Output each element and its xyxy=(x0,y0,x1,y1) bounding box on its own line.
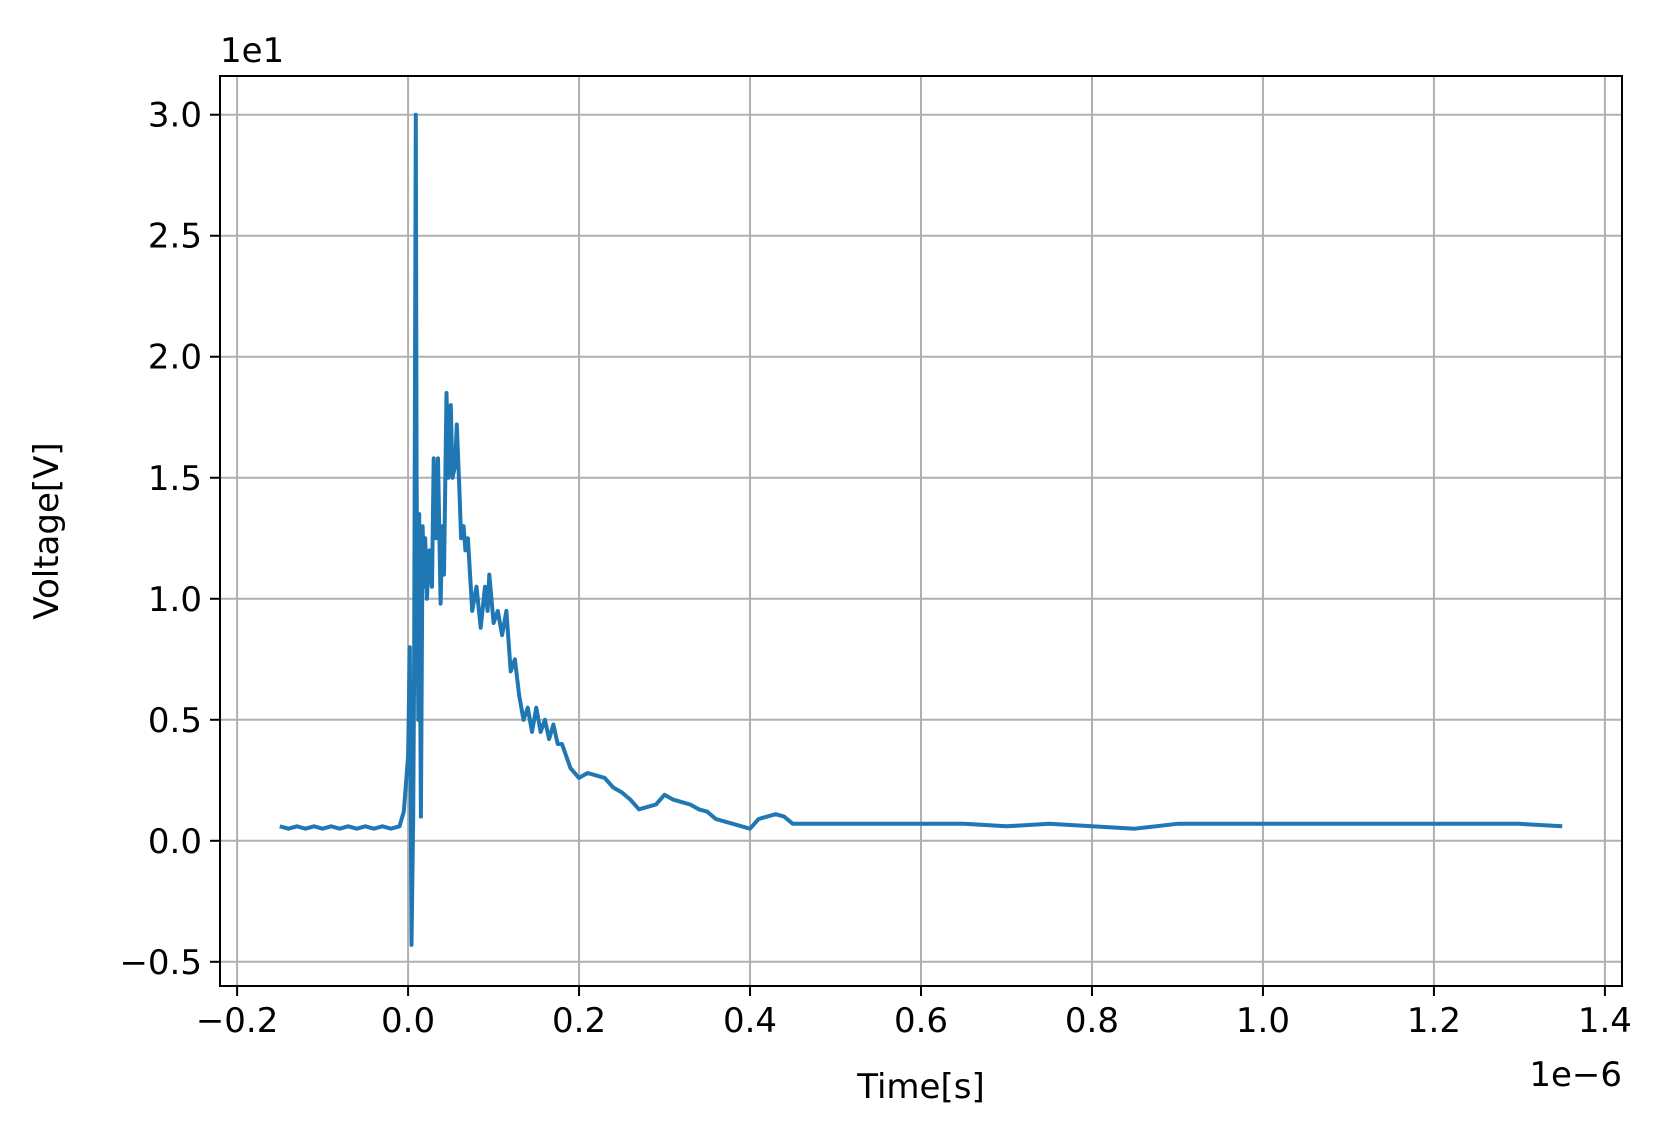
y-axis-ticks: −0.5 0.0 0.5 1.0 1.5 2.0 2.5 3.0 xyxy=(119,96,220,983)
x-tick-label: 0.4 xyxy=(723,1001,777,1041)
x-axis-offset-label: 1e−6 xyxy=(1529,1055,1622,1095)
y-tick-label: 0.0 xyxy=(148,822,202,862)
y-tick-label: 0.5 xyxy=(148,701,202,741)
series-layer xyxy=(279,112,1563,947)
y-tick-label: 3.0 xyxy=(148,96,202,136)
y-tick-label: −0.5 xyxy=(119,943,202,983)
y-tick-label: 1.5 xyxy=(148,459,202,499)
x-tick-label: −0.2 xyxy=(196,1001,279,1041)
x-axis-ticks: −0.2 0.0 0.2 0.4 0.6 0.8 1.0 1.2 1.4 xyxy=(196,986,1632,1041)
y-axis-offset-label: 1e1 xyxy=(220,31,284,71)
y-axis-label: Voltage[V] xyxy=(27,442,67,619)
x-tick-label: 1.2 xyxy=(1407,1001,1461,1041)
x-tick-label: 1.0 xyxy=(1236,1001,1290,1041)
series-line-0 xyxy=(279,112,1563,947)
y-tick-label: 1.0 xyxy=(148,580,202,620)
x-tick-label: 1.4 xyxy=(1578,1001,1632,1041)
x-tick-label: 0.2 xyxy=(552,1001,606,1041)
grid-lines xyxy=(220,76,1622,986)
x-tick-label: 0.8 xyxy=(1065,1001,1119,1041)
y-tick-label: 2.5 xyxy=(148,217,202,257)
x-axis-label: Time[s] xyxy=(856,1067,984,1107)
y-tick-label: 2.0 xyxy=(148,338,202,378)
x-tick-label: 0.0 xyxy=(381,1001,435,1041)
x-tick-label: 0.6 xyxy=(894,1001,948,1041)
